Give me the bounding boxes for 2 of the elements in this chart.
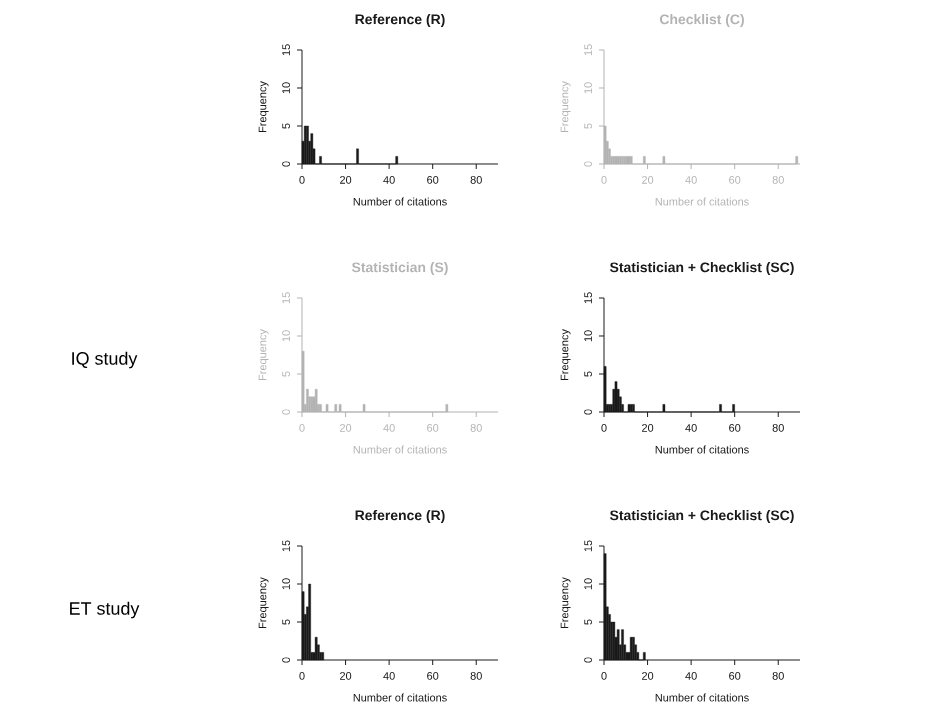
text: ET study [70,601,140,619]
text: IQ study [72,351,138,369]
